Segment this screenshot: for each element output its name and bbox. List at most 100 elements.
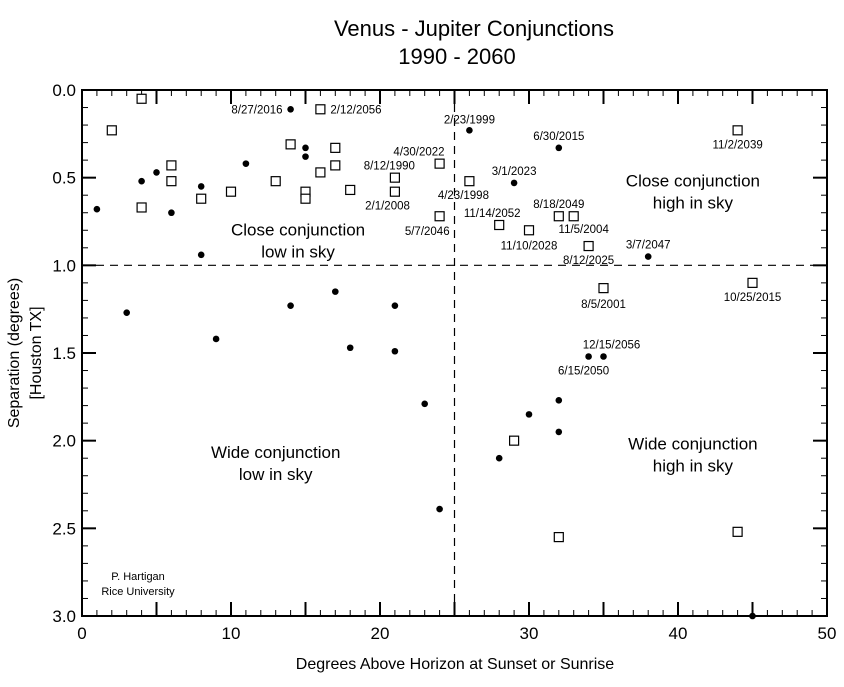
- data-point-square: [225, 186, 237, 197]
- data-point-circle: [555, 144, 563, 152]
- x-tick-label: 30: [520, 624, 539, 643]
- x-tick-label: 0: [77, 624, 86, 643]
- data-point-circle: [421, 400, 429, 408]
- data-point-label: 6/15/2050: [558, 366, 609, 378]
- data-point-square: [136, 93, 147, 104]
- data-point-square: [747, 277, 758, 288]
- data-point-label: 8/5/2001: [581, 299, 626, 311]
- data-point-square: [345, 184, 356, 196]
- data-point-circle: [436, 505, 443, 513]
- data-point-label: 8/27/2016: [231, 104, 282, 116]
- data-point-square: [553, 211, 564, 222]
- data-point-label: 11/5/2004: [559, 224, 610, 236]
- plot-frame: [81, 89, 828, 617]
- data-point-square: [434, 158, 445, 169]
- x-axis-label: Degrees Above Horizon at Sunset or Sunri…: [296, 656, 615, 673]
- data-point-circle: [495, 454, 503, 462]
- data-point-circle: [525, 411, 533, 418]
- data-point-circle: [302, 153, 309, 160]
- y-tick-label: 3.0: [52, 607, 76, 626]
- data-point-circle: [287, 302, 294, 309]
- quadrant-label: high in sky: [653, 193, 734, 212]
- data-point-square: [330, 142, 341, 153]
- data-point-label: 2/12/2056: [330, 104, 381, 116]
- data-point-square: [389, 186, 400, 197]
- data-point-label: 8/12/1990: [364, 161, 415, 173]
- data-point-circle: [287, 105, 294, 113]
- data-point-circle: [391, 347, 399, 355]
- data-point-square: [106, 125, 117, 136]
- plot-axes: 0 10 20 30 40 50 0.0 0.5 1.0 1.5 2.0 2.5 3.0 Close co…: [52, 81, 836, 643]
- chart-title-line-2: 1990 - 2060: [398, 44, 515, 69]
- data-point-square: [553, 531, 564, 543]
- data-point-circle: [302, 144, 309, 152]
- data-point-circle: [242, 160, 250, 167]
- data-point-label: 6/30/2015: [533, 131, 584, 143]
- data-point-circle: [644, 253, 652, 260]
- data-point-circle: [93, 205, 101, 213]
- quadrant-label: high in sky: [653, 456, 734, 475]
- y-tick-label: 2.0: [52, 432, 76, 451]
- data-point-square: [434, 211, 445, 222]
- data-point-circle: [123, 309, 130, 316]
- data-point-label: 2/23/1999: [444, 114, 495, 126]
- quadrant-label: low in sky: [261, 243, 335, 262]
- data-point-square: [330, 160, 341, 171]
- y-tick-label: 0.0: [52, 81, 76, 100]
- data-point-circle: [555, 428, 563, 436]
- data-point-label: 8/18/2049: [533, 199, 584, 211]
- y-tick-label: 2.5: [52, 519, 76, 538]
- credit-line-2: Rice University: [101, 586, 175, 598]
- data-point-label: 4/23/1998: [438, 190, 489, 202]
- data-point-circle: [585, 353, 592, 360]
- data-point-square: [315, 104, 326, 115]
- x-tick-label: 20: [371, 624, 390, 643]
- y-axis-label: Separation (degrees): [6, 278, 23, 428]
- data-point-label: 4/30/2022: [393, 147, 444, 159]
- data-point-square: [166, 160, 177, 171]
- data-point-circle: [391, 302, 399, 309]
- quadrant-label: Wide conjunction: [628, 434, 757, 453]
- data-point-square: [285, 139, 296, 150]
- data-point-circle: [197, 183, 205, 190]
- data-point-label: 3/1/2023: [492, 166, 537, 178]
- data-point-square: [136, 202, 147, 213]
- data-point-square: [583, 240, 594, 252]
- data-point-square: [509, 435, 520, 446]
- data-point-label: 12/15/2056: [583, 340, 641, 352]
- data-point-circle: [600, 353, 607, 360]
- data-point-label: 8/12/2025: [563, 255, 614, 267]
- data-point-square: [568, 211, 579, 222]
- data-point-circle: [749, 612, 756, 620]
- y-tick-label: 1.5: [52, 344, 76, 363]
- data-point-circle: [168, 209, 175, 217]
- data-point-label: 2/1/2008: [365, 201, 410, 213]
- data-point-circle: [153, 169, 160, 176]
- data-point-square: [523, 225, 535, 236]
- data-point-circle: [510, 179, 518, 187]
- y-tick-label: 0.5: [52, 169, 76, 188]
- data-point-label: 3/7/2047: [626, 240, 671, 252]
- data-point-square: [598, 283, 609, 294]
- x-tick-label: 10: [222, 624, 241, 643]
- data-point-circle: [138, 177, 145, 185]
- data-point-square: [389, 172, 400, 183]
- credit-line-1: P. Hartigan: [111, 571, 165, 583]
- data-point-square: [464, 176, 475, 187]
- y-axis-sublabel: [Houston TX]: [28, 306, 45, 399]
- data-point-label: 10/25/2015: [724, 292, 782, 304]
- data-point-circle: [466, 127, 473, 134]
- data-point-label: 11/2/2039: [712, 139, 762, 151]
- data-point-label: 11/14/2052: [464, 208, 521, 220]
- data-point-square: [732, 125, 743, 136]
- x-tick-label: 50: [818, 624, 837, 643]
- data-point-circle: [212, 335, 220, 343]
- data-points: 8/27/2016 2/12/2056 8/12/1990 2/1/2008 4/30/…: [93, 93, 782, 620]
- x-tick-label: 40: [669, 624, 688, 643]
- chart-title-line-1: Venus - Jupiter Conjunctions: [334, 16, 614, 41]
- data-point-square: [300, 193, 311, 204]
- data-point-square: [196, 193, 207, 204]
- data-point-circle: [346, 344, 354, 352]
- data-point-label: 11/10/2028: [501, 240, 558, 252]
